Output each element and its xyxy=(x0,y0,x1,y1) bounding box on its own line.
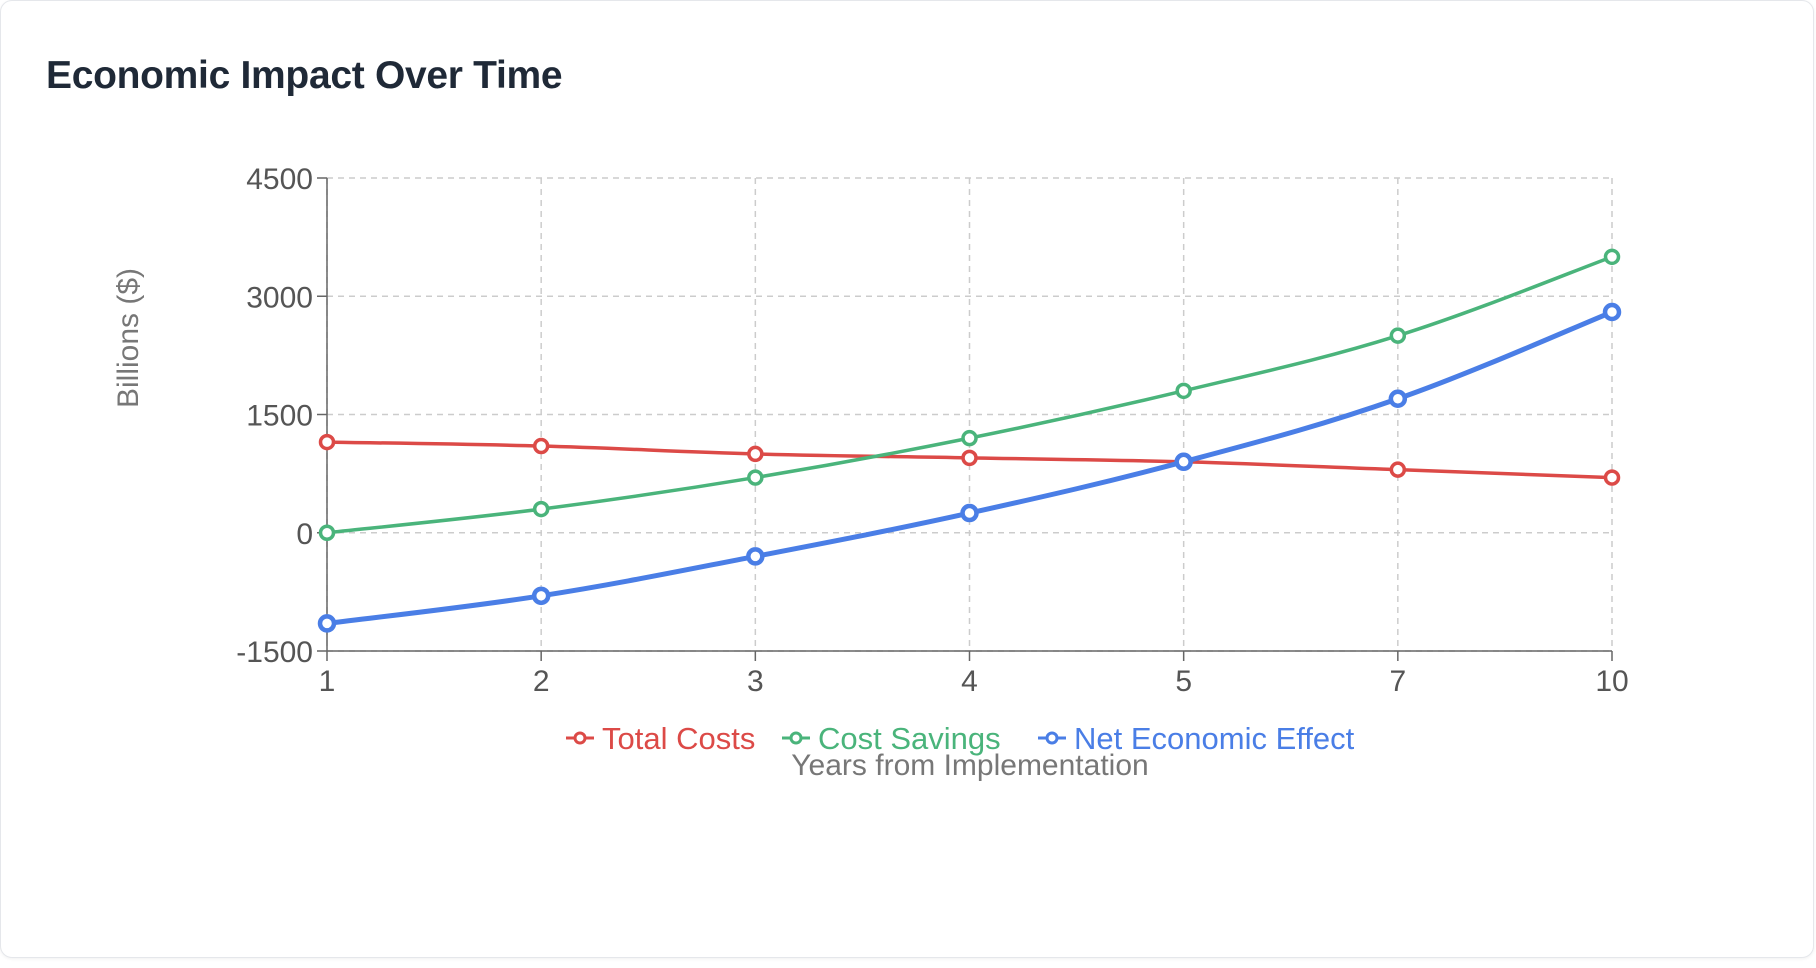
legend-label: Cost Savings xyxy=(818,721,1001,756)
data-point-total-costs[interactable] xyxy=(1603,469,1621,486)
x-tick-label: 4 xyxy=(961,665,978,698)
data-point-cost-savings[interactable] xyxy=(747,469,764,486)
legend-marker xyxy=(1045,731,1059,745)
data-point-total-costs[interactable] xyxy=(961,449,978,467)
x-tick-label: 1 xyxy=(319,665,336,698)
y-tick-label: 0 xyxy=(296,518,313,551)
legend-marker xyxy=(789,731,803,745)
x-axis-label: Years from Implementation xyxy=(791,749,1148,782)
grid xyxy=(326,177,1613,652)
data-point-cost-savings[interactable] xyxy=(1389,327,1407,344)
y-tick-label: 3000 xyxy=(246,281,313,314)
data-point-cost-savings[interactable] xyxy=(1175,382,1192,400)
series-cost-savings xyxy=(318,248,1621,541)
data-point-net-economic-effect[interactable] xyxy=(1174,452,1193,472)
legend: Total Costs Cost Savings Net Economic Effe… xyxy=(566,721,1355,756)
y-axis-ticks: 4500 3000 1500 0 -1500 xyxy=(236,163,327,669)
data-point-net-economic-effect[interactable] xyxy=(960,503,979,523)
legend-marker xyxy=(573,731,587,745)
y-axis-label: Billions ($) xyxy=(112,268,145,408)
data-point-net-economic-effect[interactable] xyxy=(317,614,337,633)
data-point-net-economic-effect[interactable] xyxy=(531,586,551,606)
data-point-cost-savings[interactable] xyxy=(961,429,978,447)
x-axis-ticks: 1 2 3 4 5 7 10 xyxy=(319,651,1629,698)
x-tick-label: 5 xyxy=(1175,665,1192,698)
data-point-net-economic-effect[interactable] xyxy=(746,547,765,566)
data-point-total-costs[interactable] xyxy=(747,445,764,463)
y-tick-label: 4500 xyxy=(246,163,313,196)
x-tick-label: 3 xyxy=(747,665,764,698)
x-tick-label: 7 xyxy=(1389,665,1406,698)
series-lines xyxy=(317,248,1622,633)
x-tick-label: 2 xyxy=(533,665,550,698)
data-point-net-economic-effect[interactable] xyxy=(1388,389,1408,408)
y-tick-label: 1500 xyxy=(246,400,313,433)
data-point-total-costs[interactable] xyxy=(1389,461,1407,478)
y-tick-label: -1500 xyxy=(236,636,313,669)
legend-label: Net Economic Effect xyxy=(1074,721,1355,756)
legend-label: Total Costs xyxy=(602,721,755,756)
data-point-total-costs[interactable] xyxy=(318,433,336,451)
legend-item-total-costs[interactable]: Total Costs xyxy=(566,721,755,756)
data-point-cost-savings[interactable] xyxy=(318,524,336,541)
data-point-net-economic-effect[interactable] xyxy=(1602,302,1622,322)
x-tick-label: 10 xyxy=(1595,665,1628,698)
series-net-economic-effect xyxy=(317,302,1622,633)
chart-title: Economic Impact Over Time xyxy=(46,54,563,97)
legend-item-cost-savings[interactable]: Cost Savings xyxy=(782,721,1001,756)
data-point-cost-savings[interactable] xyxy=(1603,248,1621,266)
legend-item-net-economic-effect[interactable]: Net Economic Effect xyxy=(1038,721,1355,756)
data-point-cost-savings[interactable] xyxy=(532,500,550,518)
data-point-total-costs[interactable] xyxy=(532,437,550,455)
